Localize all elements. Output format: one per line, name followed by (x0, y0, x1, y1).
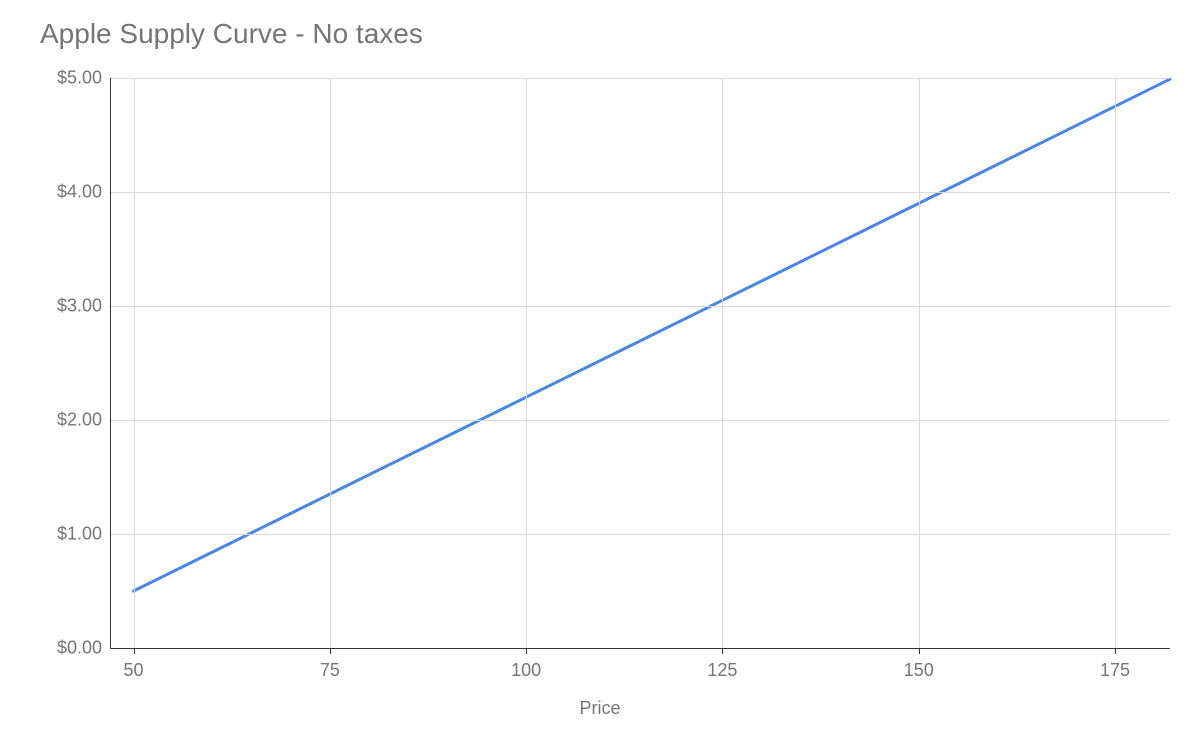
series-line (134, 79, 1170, 591)
series-layer (110, 78, 1170, 648)
y-tick-label: $2.00 (57, 410, 102, 431)
gridline-vertical (1115, 78, 1116, 648)
y-tick-label: $4.00 (57, 182, 102, 203)
x-axis-line (110, 648, 1170, 649)
gridline-vertical (919, 78, 920, 648)
gridline-horizontal (110, 420, 1170, 421)
y-tick-label: $0.00 (57, 638, 102, 659)
line-chart: Apple Supply Curve - No taxes Price $0.0… (0, 0, 1200, 742)
y-tick-label: $3.00 (57, 296, 102, 317)
gridline-vertical (134, 78, 135, 648)
x-tick-label: 50 (124, 660, 144, 681)
x-tick-label: 150 (904, 660, 934, 681)
x-axis-title: Price (579, 698, 620, 719)
x-tick-label: 175 (1100, 660, 1130, 681)
gridline-vertical (526, 78, 527, 648)
gridline-vertical (722, 78, 723, 648)
x-tick-label: 75 (320, 660, 340, 681)
gridline-horizontal (110, 306, 1170, 307)
y-axis-line (110, 78, 111, 648)
plot-area (110, 78, 1170, 648)
gridline-horizontal (110, 78, 1170, 79)
x-tick-label: 100 (511, 660, 541, 681)
y-tick-label: $1.00 (57, 524, 102, 545)
gridline-horizontal (110, 534, 1170, 535)
y-tick-label: $5.00 (57, 68, 102, 89)
x-tick-label: 125 (707, 660, 737, 681)
gridline-vertical (330, 78, 331, 648)
gridline-horizontal (110, 192, 1170, 193)
chart-title: Apple Supply Curve - No taxes (40, 18, 423, 50)
